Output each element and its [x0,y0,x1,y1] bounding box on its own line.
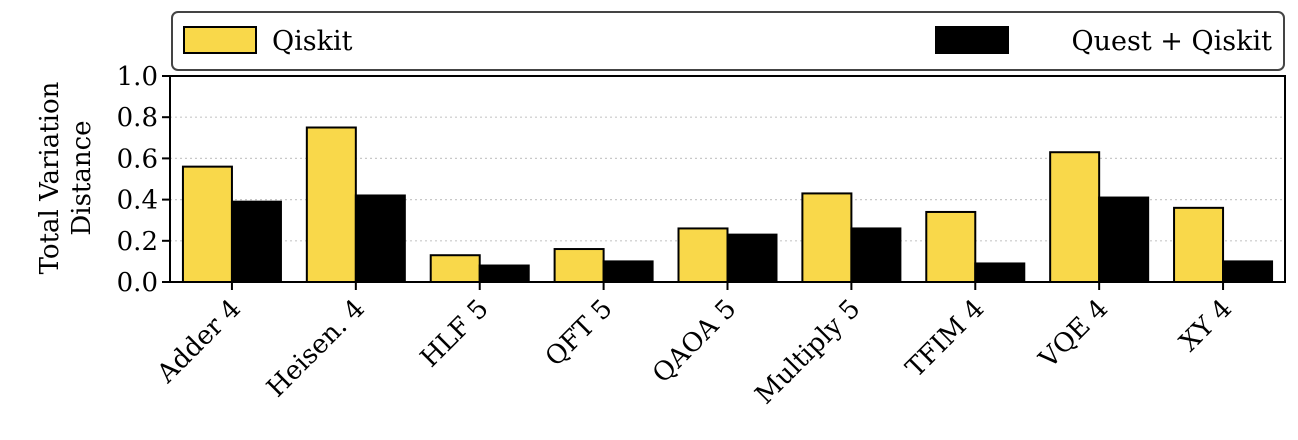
y-tick-label: 0.8 [117,103,158,133]
legend-label-quest-qiskit: Quest + Qiskit [1072,26,1273,57]
bar-qiskit [677,227,729,284]
bar-qiskit [181,165,233,283]
legend-label-qiskit: Qiskit [272,26,353,57]
x-tick-label: Adder 4 [151,294,247,390]
x-tick-label: VQE 4 [1033,294,1114,375]
x-tick-label: QAOA 5 [647,294,742,389]
legend-swatch-qiskit [183,26,257,54]
bar-qiskit [553,248,605,283]
plot-frame [169,75,1286,283]
y-tick-label: 0.2 [117,227,158,257]
legend-swatch-quest-qiskit [935,26,1009,54]
x-tick-label: Multiply 5 [750,294,867,411]
bar-quest-qiskit [354,194,406,283]
bar-quest-qiskit [1222,260,1274,283]
bar-quest-qiskit [850,227,902,284]
bar-qiskit [1173,206,1225,283]
bar-qiskit [801,192,853,283]
bar-qiskit [429,254,481,284]
bar-quest-qiskit [1098,196,1150,283]
bar-quest-qiskit [602,260,654,283]
y-axis-label-line1: Total Variation [35,81,65,274]
x-tick-label: HLF 5 [415,294,495,374]
x-tick-label: QFT 5 [540,294,619,373]
y-axis-label-line2: Distance [67,120,97,235]
x-tick-label: TFIM 4 [900,294,990,384]
y-tick-label: 0.6 [117,144,158,174]
bar-qiskit [925,210,977,284]
y-tick-label: 0.0 [117,268,158,298]
x-tick-label: Heisen. 4 [261,294,371,404]
bar-qiskit [305,126,357,283]
bar-quest-qiskit [726,233,778,283]
x-ticks: Adder 4 Heisen. 4 HLF 5 QFT 5 QAOA 5 Multiply… [151,282,1238,410]
y-tick-label: 0.4 [117,186,158,216]
x-tick-label: XY 4 [1174,294,1238,358]
bar-quest-qiskit [974,262,1026,283]
bars [181,126,1274,284]
bar-quest-qiskit [478,264,530,283]
legend: Qiskit Quest + Qiskit [183,26,1273,57]
bar-qiskit [1049,151,1101,283]
y-tick-label: 1.0 [117,62,158,92]
y-ticks: 0.0 0.2 0.4 0.6 0.8 1.0 [117,62,170,298]
bar-quest-qiskit [230,200,282,283]
